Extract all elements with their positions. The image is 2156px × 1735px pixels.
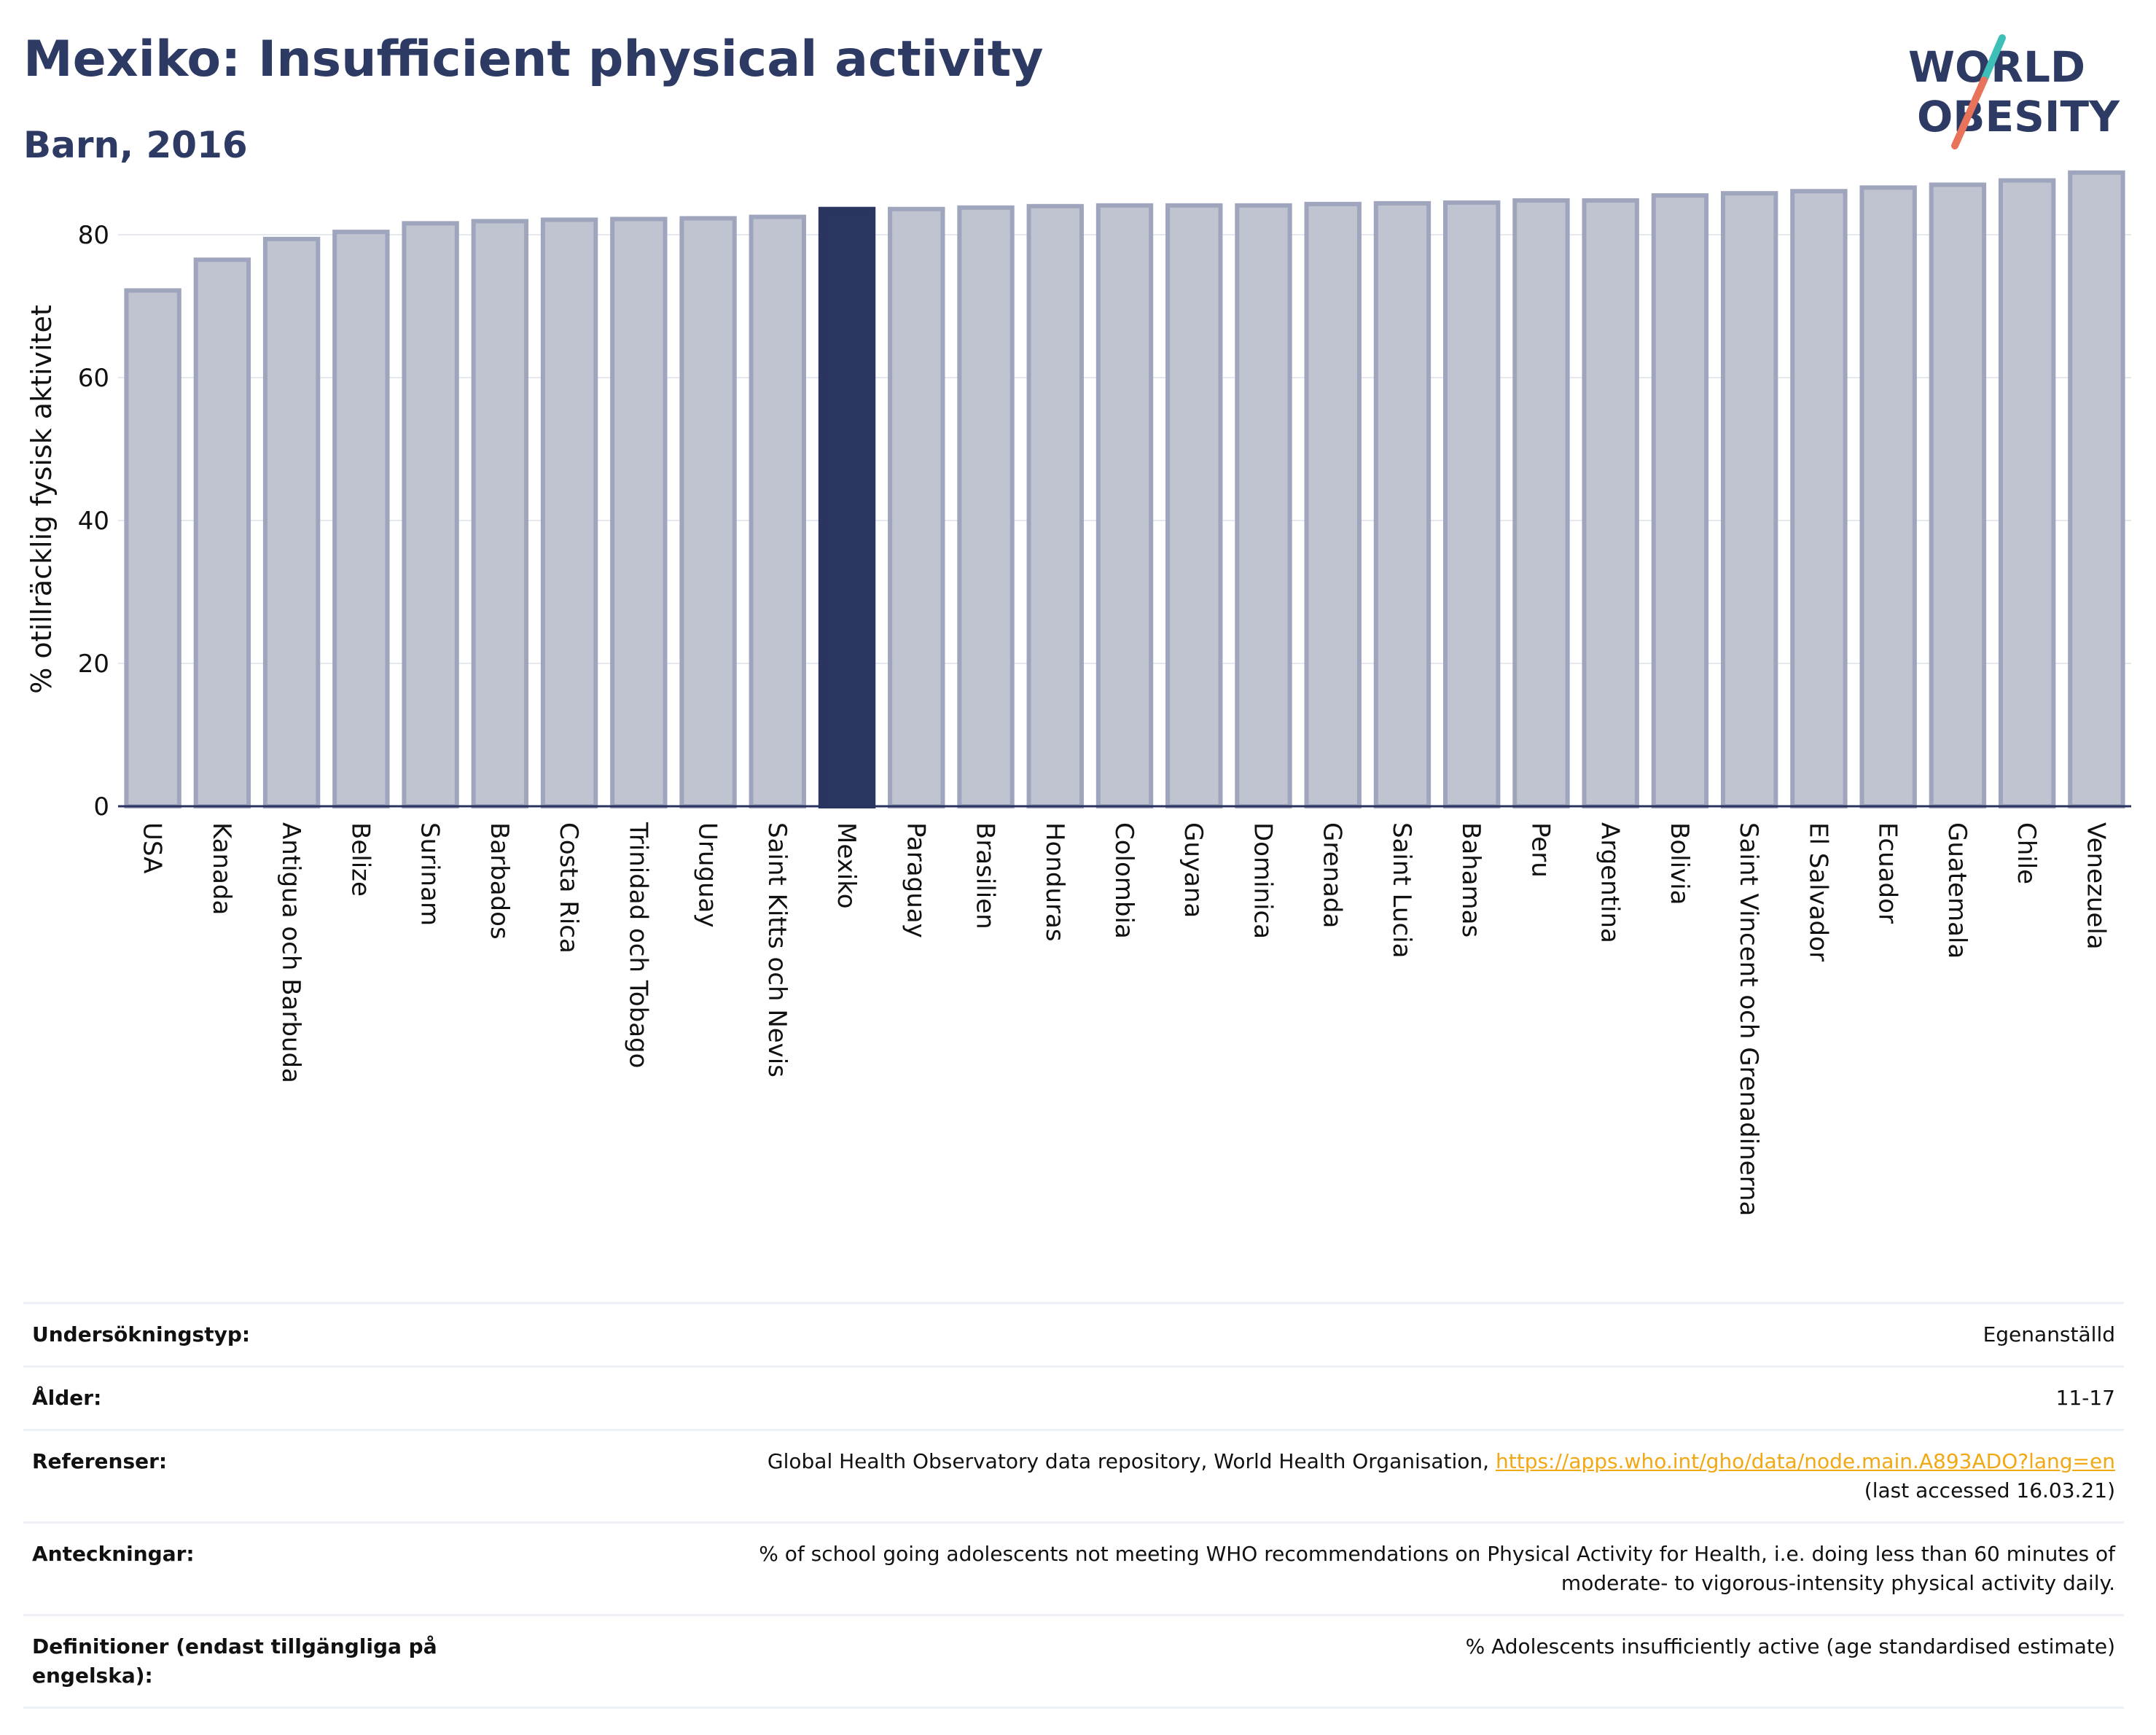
logo-slash-coral: [1951, 77, 1988, 149]
bar-guatemala: [1929, 182, 1987, 808]
page-subtitle: Barn, 2016: [23, 124, 248, 166]
x-tick-label: Costa Rica: [554, 822, 583, 954]
notes-value: % of school going adolescents not meetin…: [493, 1522, 2124, 1616]
y-tick-label: 40: [78, 507, 109, 536]
x-tick-label: Peru: [1526, 822, 1555, 878]
bar-belize: [332, 230, 390, 808]
world-obesity-logo: WORLD OBESITY: [1908, 34, 2120, 149]
bar-usa: [124, 288, 181, 808]
y-tick-label: 60: [78, 364, 109, 393]
y-tick-label: 20: [78, 650, 109, 679]
notes-line-2: moderate- to vigorous-intensity physical…: [1561, 1571, 2115, 1595]
bar-uruguay: [679, 216, 737, 808]
bar-argentina: [1582, 198, 1639, 808]
y-tick-labels: 0 20 40 60 80: [78, 221, 109, 822]
x-tick-label: Antigua och Barbuda: [276, 822, 305, 1083]
survey-type-label: Undersökningstyp:: [23, 1302, 493, 1368]
meta-row-age: Ålder: 11-17: [23, 1366, 2124, 1431]
references-accessed: (last accessed 16.03.21): [1864, 1478, 2115, 1502]
x-tick-label: Grenada: [1318, 822, 1347, 928]
x-tick-label: Surinam: [415, 822, 445, 926]
bar-grenada: [1304, 201, 1362, 808]
x-tick-label: Belize: [345, 822, 375, 897]
notes-line-1: % of school going adolescents not meetin…: [759, 1542, 2115, 1566]
bar-antigua-och-barbuda: [262, 236, 321, 808]
bar-ecuador: [1859, 185, 1917, 808]
metadata-table: Undersökningstyp: Egenanställd Ålder: 11…: [23, 1302, 2124, 1709]
y-tick-label: 80: [78, 221, 109, 250]
x-tick-label: Bahamas: [1456, 822, 1485, 937]
bar-peru: [1512, 198, 1570, 808]
bars: [124, 170, 2125, 809]
bar-trinidad-och-tobago: [610, 217, 668, 808]
x-tick-label: Venezuela: [2081, 822, 2110, 950]
meta-row-definitions: Definitioner (endast tillgängliga på eng…: [23, 1615, 2124, 1709]
bar-saint-vincent-och-grenadinerna: [1720, 191, 1778, 809]
bar-surinam: [402, 221, 459, 808]
bar-saint-kitts-och-nevis: [749, 214, 806, 808]
references-label: Referenser:: [23, 1430, 493, 1524]
bar-costa-rica: [540, 217, 598, 809]
references-value: Global Health Observatory data repositor…: [493, 1430, 2124, 1524]
x-tick-label: Saint Vincent och Grenadinerna: [1734, 822, 1763, 1216]
age-value: 11-17: [493, 1366, 2124, 1431]
x-tick-label: Bolivia: [1665, 822, 1694, 905]
bar-brasilien: [957, 205, 1015, 808]
x-tick-label: Kanada: [207, 822, 236, 915]
x-tick-label: Brasilien: [971, 822, 1000, 929]
definitions-label-line-2: engelska):: [32, 1664, 153, 1688]
x-tick-label: Chile: [2012, 822, 2041, 884]
notes-label: Anteckningar:: [23, 1522, 493, 1616]
age-label: Ålder:: [23, 1366, 493, 1431]
meta-row-references: Referenser: Global Health Observatory da…: [23, 1430, 2124, 1524]
bar-paraguay: [888, 206, 945, 809]
bar-guyana: [1165, 203, 1223, 808]
x-tick-label: Saint Kitts och Nevis: [762, 822, 792, 1077]
y-axis-label: % otillräcklig fysisk aktivitet: [26, 305, 58, 694]
survey-type-value: Egenanställd: [493, 1302, 2124, 1368]
logo-slash-teal: [1980, 34, 2006, 84]
x-tick-label: El Salvador: [1803, 822, 1832, 962]
bar-chart: 0 20 40 60 80 USA Kanada Antigua och Barbuda Be…: [26, 170, 2131, 1216]
x-tick-label: Ecuador: [1873, 822, 1902, 924]
bar-bahamas: [1443, 200, 1501, 808]
meta-row-notes: Anteckningar: % of school going adolesce…: [23, 1522, 2124, 1616]
definitions-label-line-1: Definitioner (endast tillgängliga på: [32, 1634, 437, 1658]
bar-mexiko: [818, 206, 876, 809]
bar-dominica: [1235, 203, 1292, 808]
x-tick-label: Guatemala: [1942, 822, 1972, 959]
bar-venezuela: [2068, 170, 2125, 809]
bar-barbados: [471, 219, 529, 808]
x-tick-label: Guyana: [1179, 822, 1208, 918]
x-tick-label: Dominica: [1248, 822, 1277, 939]
x-tick-labels: USA Kanada Antigua och Barbuda Belize Surina…: [138, 822, 2111, 1216]
references-text: Global Health Observatory data repositor…: [767, 1449, 1490, 1473]
bar-chile: [1998, 178, 2056, 808]
references-link[interactable]: https://apps.who.int/gho/data/node.main.…: [1495, 1449, 2115, 1473]
x-tick-label: Uruguay: [693, 822, 722, 928]
x-tick-label: Honduras: [1040, 822, 1069, 942]
y-tick-label: 0: [93, 792, 109, 822]
x-tick-label: Mexiko: [832, 822, 861, 909]
bar-saint-lucia: [1373, 200, 1432, 808]
x-tick-label: Trinidad och Tobago: [623, 822, 652, 1068]
x-tick-label: Paraguay: [901, 822, 930, 938]
x-tick-label: Saint Lucia: [1387, 822, 1416, 958]
bar-kanada: [193, 257, 251, 808]
x-tick-label: Barbados: [485, 822, 514, 940]
bar-honduras: [1026, 203, 1084, 808]
bar-el-salvador: [1790, 189, 1848, 809]
bar-colombia: [1095, 203, 1154, 808]
x-tick-label: USA: [138, 822, 167, 873]
x-tick-label: Colombia: [1109, 822, 1138, 939]
x-tick-label: Argentina: [1595, 822, 1625, 943]
logo-text-obesity: OBESITY: [1917, 92, 2120, 141]
definitions-label: Definitioner (endast tillgängliga på eng…: [23, 1615, 493, 1709]
definitions-value: % Adolescents insufficiently active (age…: [493, 1615, 2124, 1709]
meta-row-survey-type: Undersökningstyp: Egenanställd: [23, 1302, 2124, 1368]
bar-bolivia: [1651, 193, 1709, 809]
page-title: Mexiko: Insufficient physical activity: [23, 31, 1044, 88]
